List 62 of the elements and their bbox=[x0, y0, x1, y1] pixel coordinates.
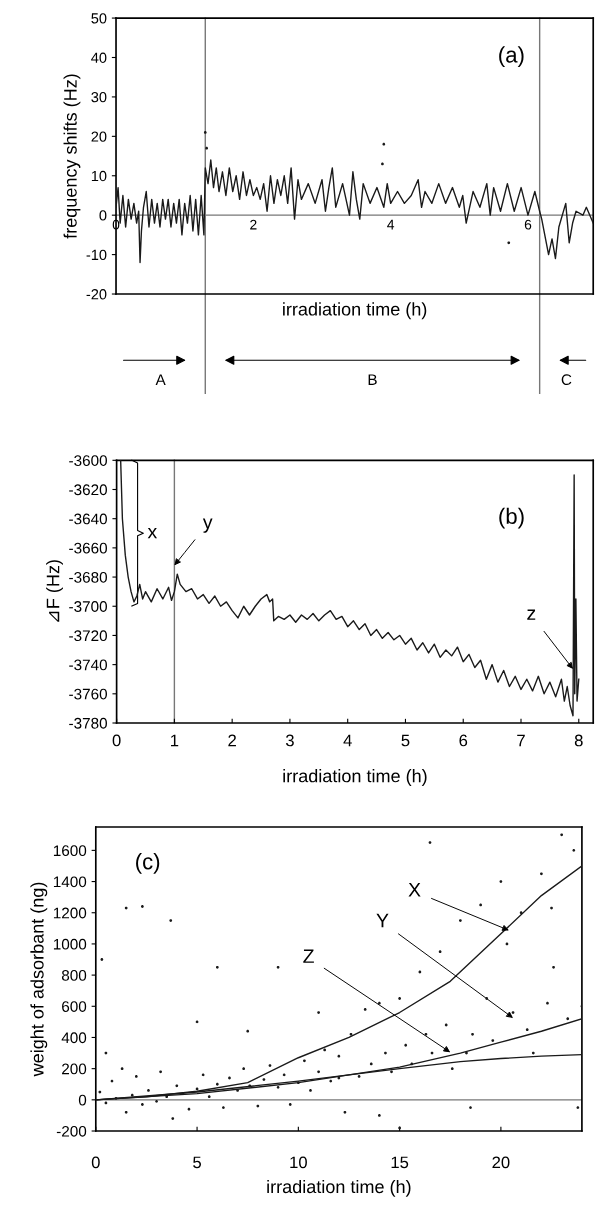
y-tick-label: -3720 bbox=[69, 630, 107, 642]
text: B bbox=[368, 374, 377, 385]
y-tick-label: 1200 bbox=[53, 907, 87, 919]
x-tick-label: 8 bbox=[574, 734, 583, 747]
text: C bbox=[561, 374, 572, 386]
y-tick-label: 1400 bbox=[53, 876, 87, 888]
x-tick-label: 3 bbox=[285, 734, 294, 747]
x-tick-label: 2 bbox=[250, 219, 257, 230]
y-axis-title: frequency shifts (Hz) bbox=[63, 74, 81, 239]
y-tick-label: 0 bbox=[78, 1094, 87, 1106]
y-tick-label: -3760 bbox=[69, 688, 107, 700]
y-tick-label: 600 bbox=[62, 1001, 87, 1012]
y-tick-label: -3620 bbox=[69, 484, 107, 496]
y-tick-label: -3700 bbox=[69, 601, 107, 612]
x-axis-title: irradiation time (h) bbox=[267, 1179, 411, 1197]
y-tick-label: 400 bbox=[61, 1032, 87, 1044]
y-tick-label: 200 bbox=[62, 1063, 87, 1075]
y-tick-label: -3780 bbox=[69, 717, 107, 729]
annotation: x bbox=[147, 527, 158, 539]
y-tick-label: -3740 bbox=[69, 659, 107, 671]
x-tick-label: 6 bbox=[459, 734, 468, 747]
annotation: (a) bbox=[499, 46, 524, 68]
x-tick-label: 15 bbox=[391, 1156, 409, 1169]
x-tick-label: 20 bbox=[492, 1156, 510, 1169]
annotation: y bbox=[202, 518, 213, 533]
annotation: Z bbox=[303, 949, 314, 963]
y-tick-label: -3680 bbox=[69, 571, 107, 583]
y-tick-label: -3600 bbox=[69, 455, 107, 466]
annotation: (b) bbox=[499, 507, 524, 529]
y-tick-label: 1000 bbox=[53, 938, 87, 950]
y-tick-label: -200 bbox=[56, 1125, 87, 1137]
annotation: z bbox=[527, 609, 536, 620]
y-tick-label: 800 bbox=[61, 969, 87, 981]
y-tick-label: 0 bbox=[99, 210, 107, 221]
x-tick-label: 7 bbox=[517, 734, 525, 747]
x-tick-label: 4 bbox=[343, 734, 352, 747]
x-axis-title: irradiation time (h) bbox=[283, 769, 427, 786]
x-tick-label: 5 bbox=[193, 1156, 202, 1169]
y-axis-title: weight of adsorbant (ng) bbox=[30, 882, 48, 1077]
text: A bbox=[155, 374, 166, 385]
x-tick-label: 0 bbox=[112, 734, 121, 747]
x-tick-label: 4 bbox=[387, 219, 395, 230]
y-tick-label: 30 bbox=[91, 92, 107, 103]
x-tick-label: 1 bbox=[171, 734, 179, 747]
y-tick-label: 1600 bbox=[53, 845, 87, 857]
y-tick-label: 50 bbox=[91, 13, 107, 24]
annotation: (c) bbox=[136, 853, 160, 874]
y-tick-label: 40 bbox=[91, 52, 107, 63]
x-tick-label: 6 bbox=[524, 219, 532, 230]
x-axis-title: irradiation time (h) bbox=[283, 302, 427, 320]
x-tick-label: 10 bbox=[290, 1156, 307, 1169]
x-tick-label: 5 bbox=[401, 734, 410, 747]
y-tick-label: -3660 bbox=[69, 542, 107, 554]
y-tick-label: 20 bbox=[91, 131, 107, 142]
annotation: Y bbox=[376, 913, 389, 928]
x-tick-label: 2 bbox=[228, 734, 236, 747]
y-tick-label: -3640 bbox=[69, 513, 107, 525]
y-tick-label: 10 bbox=[91, 170, 107, 182]
y-tick-label: -10 bbox=[86, 249, 107, 261]
annotation: X bbox=[408, 883, 421, 897]
y-axis-title: ⊿F (Hz) bbox=[46, 560, 63, 622]
y-tick-label: -20 bbox=[86, 289, 107, 300]
